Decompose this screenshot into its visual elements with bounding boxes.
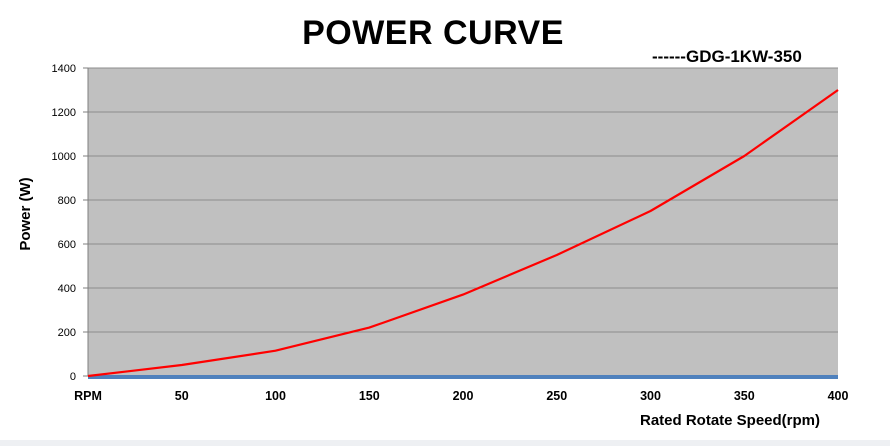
- y-tick-label: 1000: [52, 151, 76, 163]
- bottom-divider: [0, 440, 890, 446]
- chart-title: POWER CURVE: [302, 14, 564, 52]
- x-tick-label: 300: [640, 389, 661, 403]
- legend-label: ------GDG-1KW-350: [652, 47, 802, 66]
- x-tick-label: 250: [546, 389, 567, 403]
- x-axis-baseline: [88, 375, 838, 379]
- x-tick-label: RPM: [74, 389, 102, 403]
- y-tick-label: 800: [58, 195, 76, 207]
- y-tick-label: 0: [70, 371, 76, 383]
- x-axis-label: Rated Rotate Speed(rpm): [640, 412, 820, 429]
- y-axis-label: Power (W): [17, 177, 34, 250]
- x-tick-label: 50: [175, 389, 189, 403]
- y-tick-label: 200: [58, 327, 76, 339]
- x-tick-label: 350: [734, 389, 755, 403]
- x-tick-label: 100: [265, 389, 286, 403]
- y-tick-label: 1400: [52, 63, 76, 75]
- x-tick-label: 400: [828, 389, 849, 403]
- plot-area: [88, 68, 838, 376]
- x-tick-label: 200: [453, 389, 474, 403]
- x-tick-label: 150: [359, 389, 380, 403]
- y-tick-label: 1200: [52, 107, 76, 119]
- y-tick-label: 600: [58, 239, 76, 251]
- y-tick-label: 400: [58, 283, 76, 295]
